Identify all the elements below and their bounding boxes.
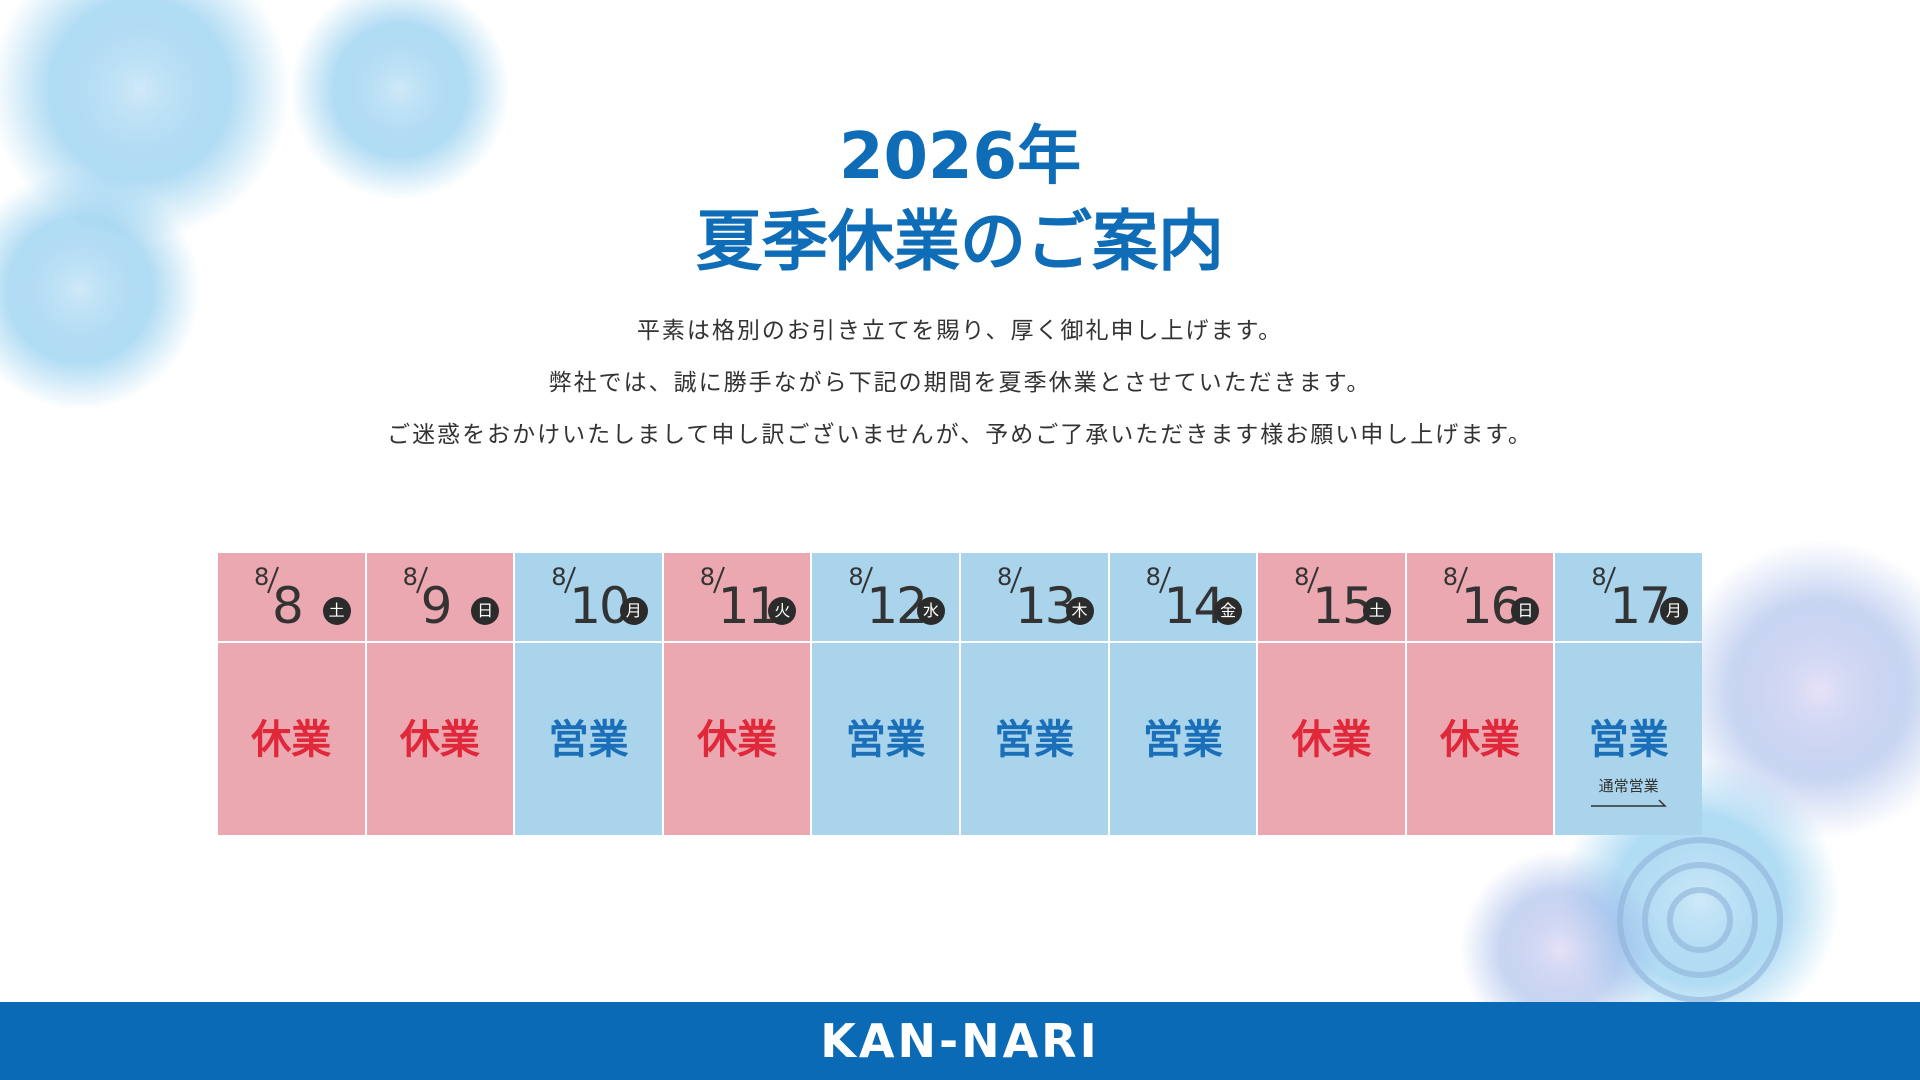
day-body: 営業 [812, 643, 959, 835]
weekday: 土 [1362, 597, 1391, 625]
date-slash [1010, 566, 1022, 594]
weekday: 金 [1214, 597, 1243, 625]
month: 8 [996, 563, 1013, 591]
status: 営業 [548, 717, 629, 763]
status: 休業 [1440, 717, 1521, 763]
day-number: 9 [420, 577, 453, 635]
day-header: 8 13 木 [960, 553, 1108, 641]
message-line: 弊社では、誠に勝手ながら下記の期間を夏季休業とさせていただきます。 [548, 370, 1372, 396]
day-body: 休業 [366, 643, 514, 835]
day-cell: 8 15 土休業 [1258, 553, 1405, 835]
day-header: 8 11 火 [663, 553, 811, 641]
weekday: 土 [322, 597, 351, 625]
date-slash [267, 566, 279, 594]
date-slash [1307, 566, 1320, 594]
month: 8 [699, 563, 716, 591]
day-header: 8 17 月 [1555, 553, 1702, 641]
date-slash [1455, 566, 1468, 594]
day-header: 8 15 土 [1258, 553, 1405, 641]
day-body: 休業 [663, 643, 811, 835]
decoration [0, 0, 1920, 1002]
day-header: 8 10 月 [515, 553, 662, 641]
status: 営業 [1142, 717, 1223, 763]
status: 営業 [845, 717, 926, 763]
footer: KAN-NARI [0, 1002, 1920, 1080]
day-cell: 8 14 金営業 [1109, 553, 1257, 835]
status: 休業 [251, 717, 332, 763]
day-cell: 8 16 日休業 [1406, 553, 1554, 835]
status: 休業 [697, 717, 778, 763]
day-header: 8 12 水 [812, 553, 959, 641]
month: 8 [1145, 563, 1161, 591]
day-cell: 8 9 日休業 [366, 553, 514, 835]
status: 休業 [1291, 717, 1372, 763]
day-body: 営業 [960, 643, 1108, 835]
day-cell: 8 11 火休業 [663, 553, 811, 835]
day-body: 休業 [1406, 643, 1554, 835]
day-body: 営業 [1109, 643, 1257, 835]
month: 8 [402, 563, 418, 591]
weekday: 日 [471, 597, 500, 625]
month: 8 [1442, 563, 1459, 591]
weekday: 月 [619, 597, 648, 625]
date-slash [861, 566, 874, 594]
note-arrow [1591, 799, 1668, 807]
day-cell: 8 12 水営業 [812, 553, 959, 835]
day-body: 休業 [1258, 643, 1405, 835]
weekday: 火 [768, 597, 797, 625]
day-header: 8 16 日 [1406, 553, 1554, 641]
month: 8 [848, 563, 864, 591]
calendar: 8 8 土休業 8 9 日休業 8 10 月営業 8 11 火休業 8 12 水営業 8 13 木営業 8 14 金営業… [218, 553, 1702, 835]
month: 8 [1591, 563, 1607, 591]
date-slash [1158, 566, 1171, 594]
status: 営業 [994, 717, 1075, 763]
day-cell: 8 17 月営業通常営業 [1555, 553, 1702, 835]
date-slash [415, 566, 428, 594]
note: 通常営業 [1555, 775, 1702, 812]
title: 夏季休業のご案内 [696, 203, 1224, 280]
message: 平素は格別のお引き立てを賜り、厚く御礼申し上げます。弊社では、誠に勝手ながら下記… [0, 305, 1920, 461]
status: 休業 [399, 717, 480, 763]
status: 営業 [1588, 717, 1669, 763]
month: 8 [551, 563, 567, 591]
date-slash [712, 566, 725, 594]
weekday: 日 [1511, 597, 1540, 625]
weekday: 月 [1659, 597, 1688, 625]
date-slash [564, 566, 577, 594]
message-line: ご迷惑をおかけいたしまして申し訳ございませんが、予めご了承いただきます様お願い申… [387, 422, 1533, 448]
title: 2026年 [838, 120, 1082, 194]
weekday: 水 [916, 597, 945, 625]
day-header: 8 14 金 [1109, 553, 1257, 641]
day-cell: 8 13 木営業 [960, 553, 1108, 835]
day-cell: 8 8 土休業 [218, 553, 365, 835]
weekday: 木 [1065, 597, 1094, 625]
day-body: 営業 [515, 643, 662, 835]
date-slash [1604, 566, 1617, 594]
day-cell: 8 10 月営業 [515, 553, 662, 835]
day-body: 休業 [218, 643, 365, 835]
day-body: 営業 通常営業 [1555, 643, 1702, 835]
day-number: 8 [272, 577, 304, 635]
month: 8 [1294, 563, 1310, 591]
message-line: 平素は格別のお引き立てを賜り、厚く御礼申し上げます。 [636, 318, 1284, 344]
month: 8 [254, 563, 270, 591]
